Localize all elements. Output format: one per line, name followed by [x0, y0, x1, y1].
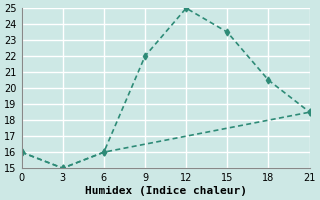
- X-axis label: Humidex (Indice chaleur): Humidex (Indice chaleur): [84, 186, 247, 196]
